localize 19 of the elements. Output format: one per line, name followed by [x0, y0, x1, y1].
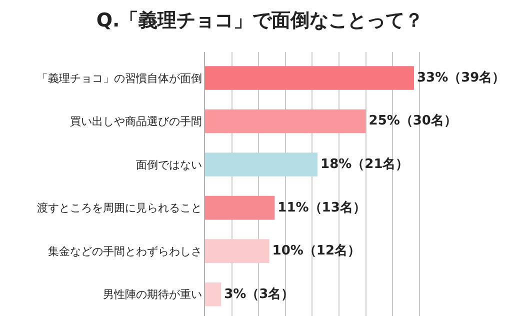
- y-tick-label: 買い出しや商品選びの手間: [70, 115, 202, 128]
- y-tick-label: 集金などの手間とわずらわしさ: [48, 244, 202, 258]
- bar: [205, 66, 414, 90]
- bar: [205, 282, 222, 306]
- bar: [205, 239, 270, 263]
- data-label: 18%（21名）: [320, 157, 409, 172]
- bar: [205, 152, 318, 176]
- y-tick-label: 面倒ではない: [136, 158, 202, 172]
- data-label: 25%（30名）: [368, 114, 457, 129]
- data-label: 11%（13名）: [278, 200, 366, 216]
- data-label: 33%（39名）: [417, 70, 506, 86]
- y-tick-label: 男性陣の期待が重い: [102, 288, 202, 302]
- y-tick-label: 渡すところを周囲に見られること: [36, 202, 202, 215]
- y-tick-label: 「義理チョコ」の習慣自体が面倒: [36, 72, 202, 85]
- data-label: 10%（12名）: [272, 244, 361, 259]
- bar: [205, 196, 275, 220]
- bar: [205, 109, 366, 134]
- chart-title: Q.「義理チョコ」で面倒なことって？: [96, 9, 424, 32]
- data-label: 3%（3名）: [224, 286, 294, 302]
